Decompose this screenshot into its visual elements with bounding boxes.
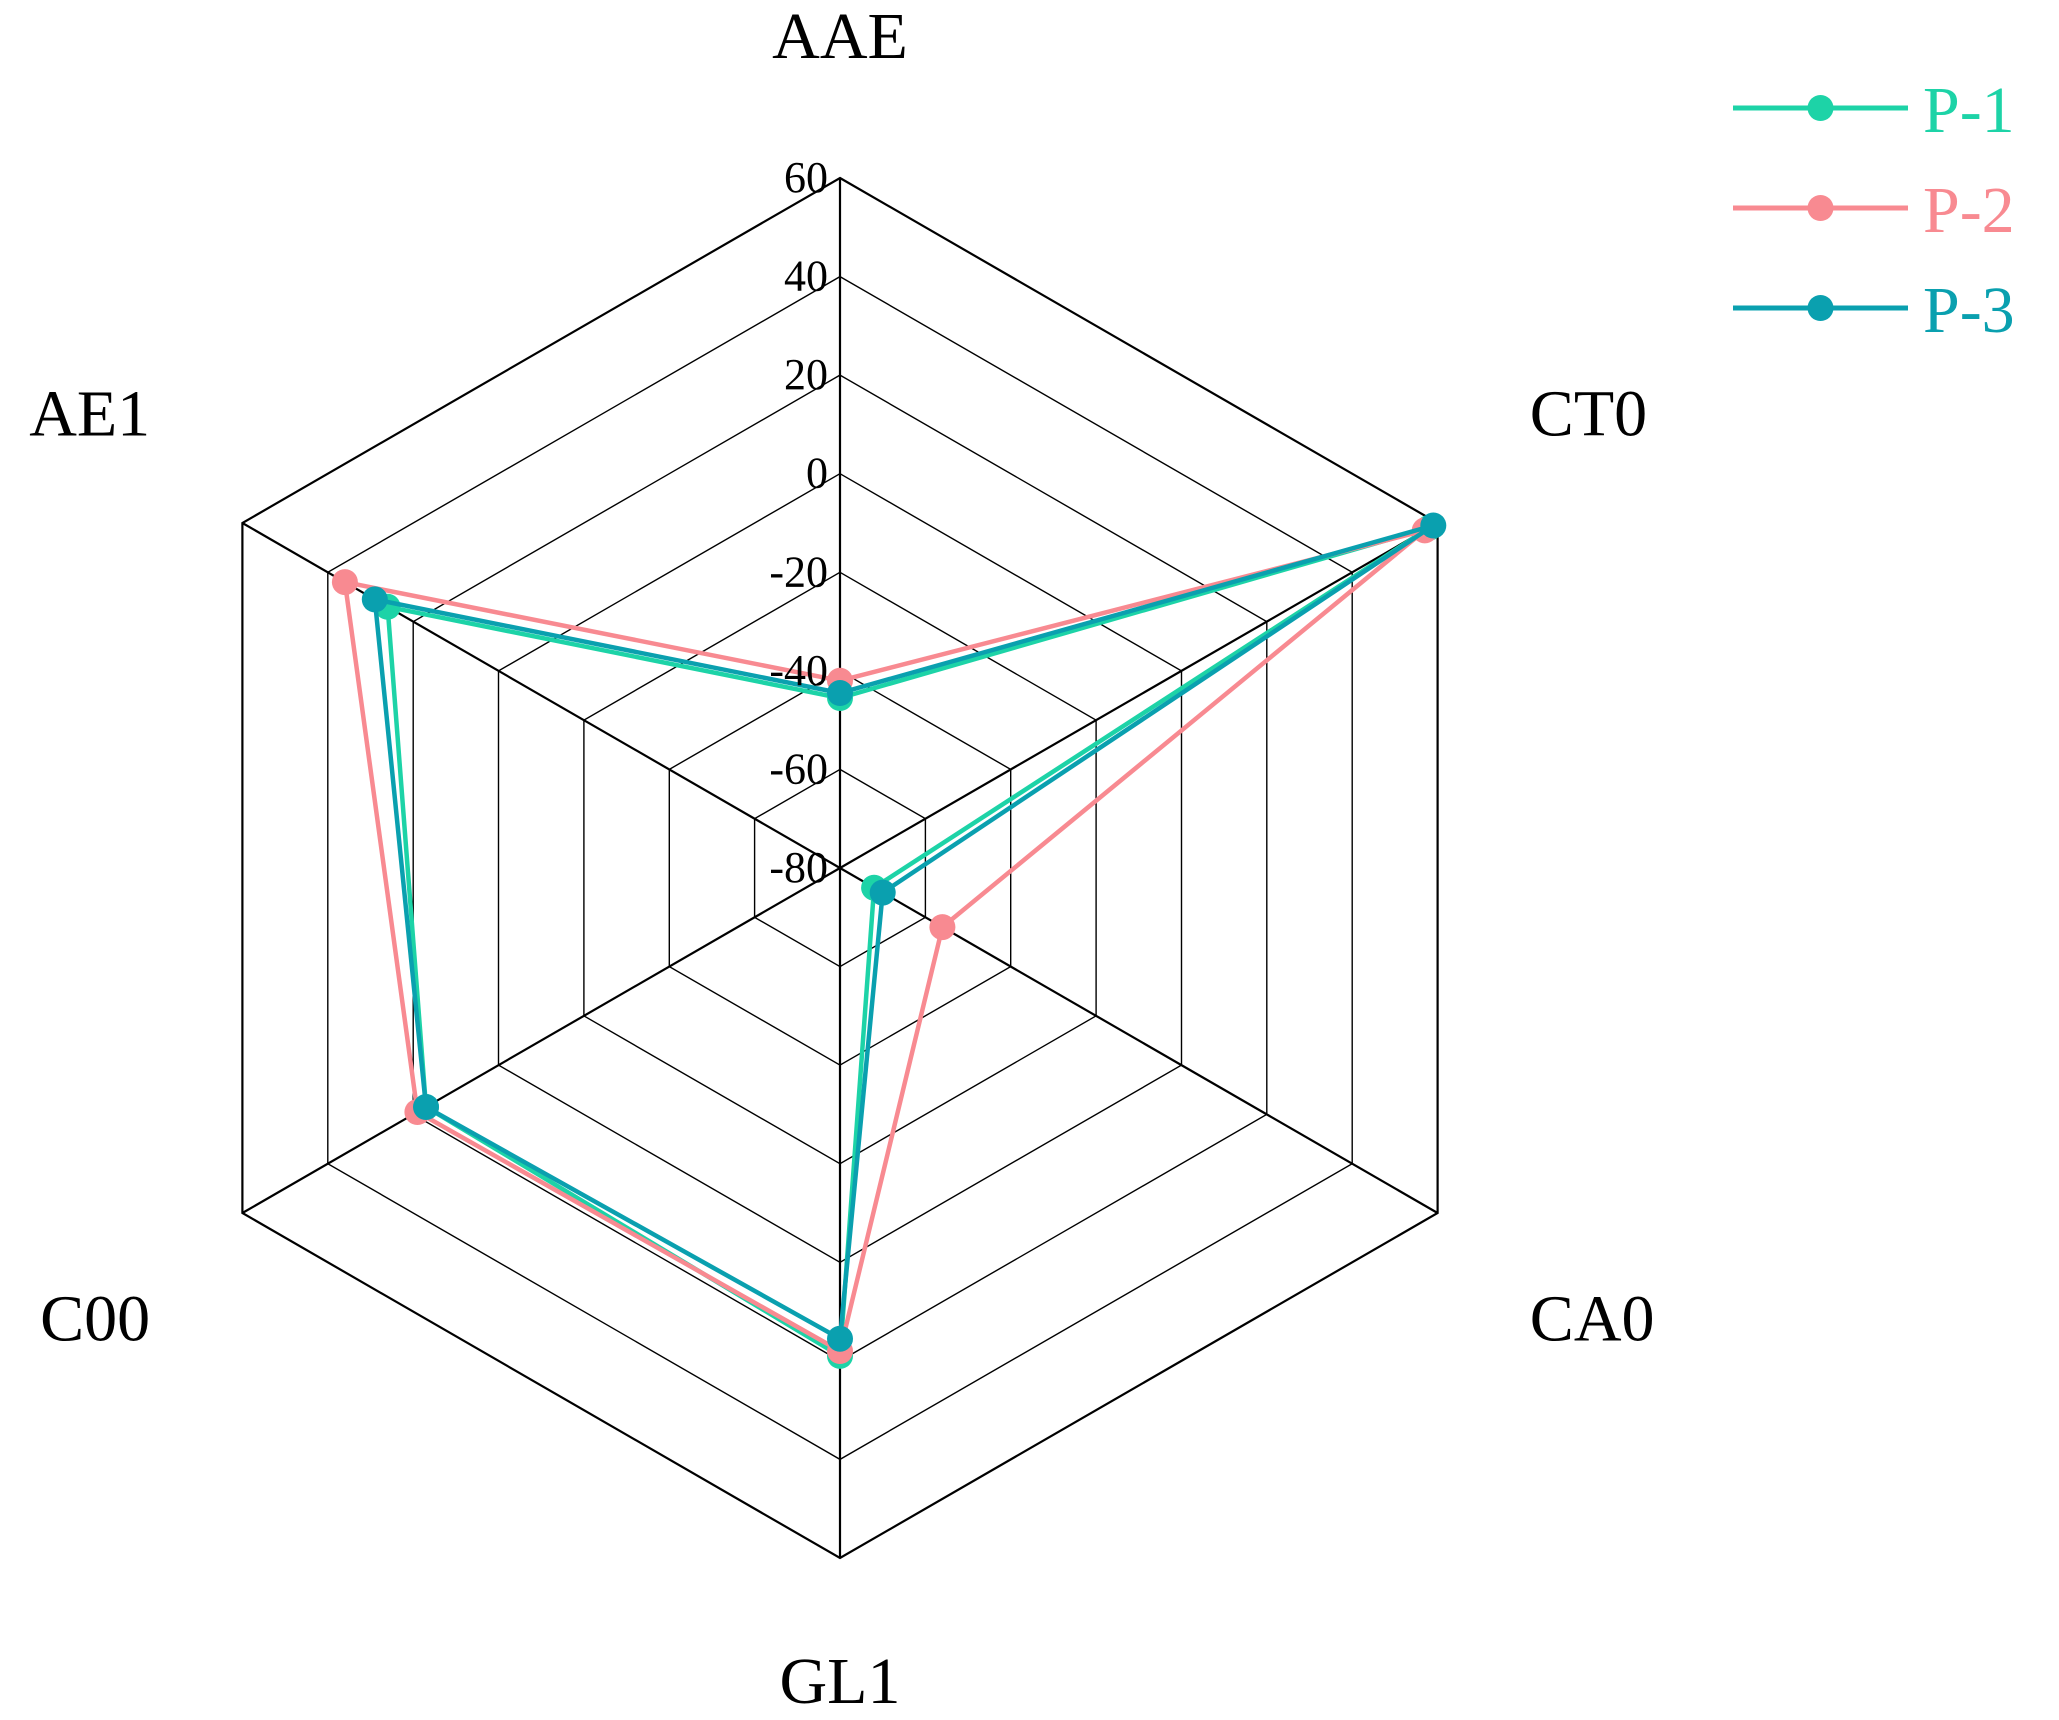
tick-label: -20 — [769, 547, 828, 596]
tick-label: -80 — [769, 843, 828, 892]
legend-label: P-3 — [1923, 274, 2015, 347]
axis-label-ca0: CA0 — [1530, 1283, 1655, 1356]
legend-swatch-marker — [1807, 195, 1834, 221]
spoke-ct0 — [839, 522, 1439, 869]
spoke-ae1 — [241, 522, 841, 869]
tick-label: 0 — [806, 449, 828, 498]
data-point-p-3-gl1[interactable] — [827, 1325, 853, 1352]
series-line-p-3 — [372, 523, 1436, 1341]
spoke-ca0 — [839, 867, 1439, 1214]
axis-label-ct0: CT0 — [1530, 378, 1647, 451]
series-line-p-1 — [385, 525, 1432, 1359]
data-point-p-3-ae1[interactable] — [361, 586, 388, 613]
tick-label: 40 — [784, 252, 828, 301]
legend: P-1 P-2 P-3 — [1733, 74, 2015, 347]
axis-labels: AAE CT0 CA0 GL1 C00 AE1 — [29, 0, 1654, 1718]
axis-label-ae1: AE1 — [29, 378, 150, 451]
tick-label: -40 — [769, 646, 828, 695]
legend-item-p-2[interactable]: P-2 — [1733, 174, 2015, 247]
axis-label-aae: AAE — [772, 0, 908, 73]
axis-label-c00: C00 — [40, 1283, 150, 1356]
data-point-p-2-ae1[interactable] — [331, 569, 358, 596]
data-point-p-3-ca0[interactable] — [869, 879, 896, 906]
legend-label: P-1 — [1923, 74, 2015, 147]
data-point-p-3-ct0[interactable] — [1420, 512, 1447, 539]
tick-label: -60 — [769, 744, 828, 793]
series-p-1 — [374, 514, 1442, 1369]
legend-item-p-3[interactable]: P-3 — [1733, 274, 2015, 347]
data-point-p-2-ca0[interactable] — [929, 914, 956, 941]
spoke-c00 — [241, 867, 841, 1214]
tick-label: 20 — [784, 350, 828, 399]
data-point-p-3-aae[interactable] — [827, 680, 853, 706]
tick-label: 60 — [784, 153, 828, 202]
legend-item-p-1[interactable]: P-1 — [1733, 74, 2015, 147]
data-point-p-3-c00[interactable] — [413, 1094, 439, 1120]
axis-label-gl1: GL1 — [780, 1645, 901, 1718]
series — [331, 512, 1447, 1369]
tick-labels: 60 40 20 0 -20 -40 -60 -80 — [769, 153, 828, 892]
legend-swatch-marker — [1807, 295, 1834, 321]
series-p-3 — [361, 512, 1447, 1352]
legend-swatch-marker — [1807, 95, 1834, 121]
legend-label: P-2 — [1923, 174, 2015, 247]
